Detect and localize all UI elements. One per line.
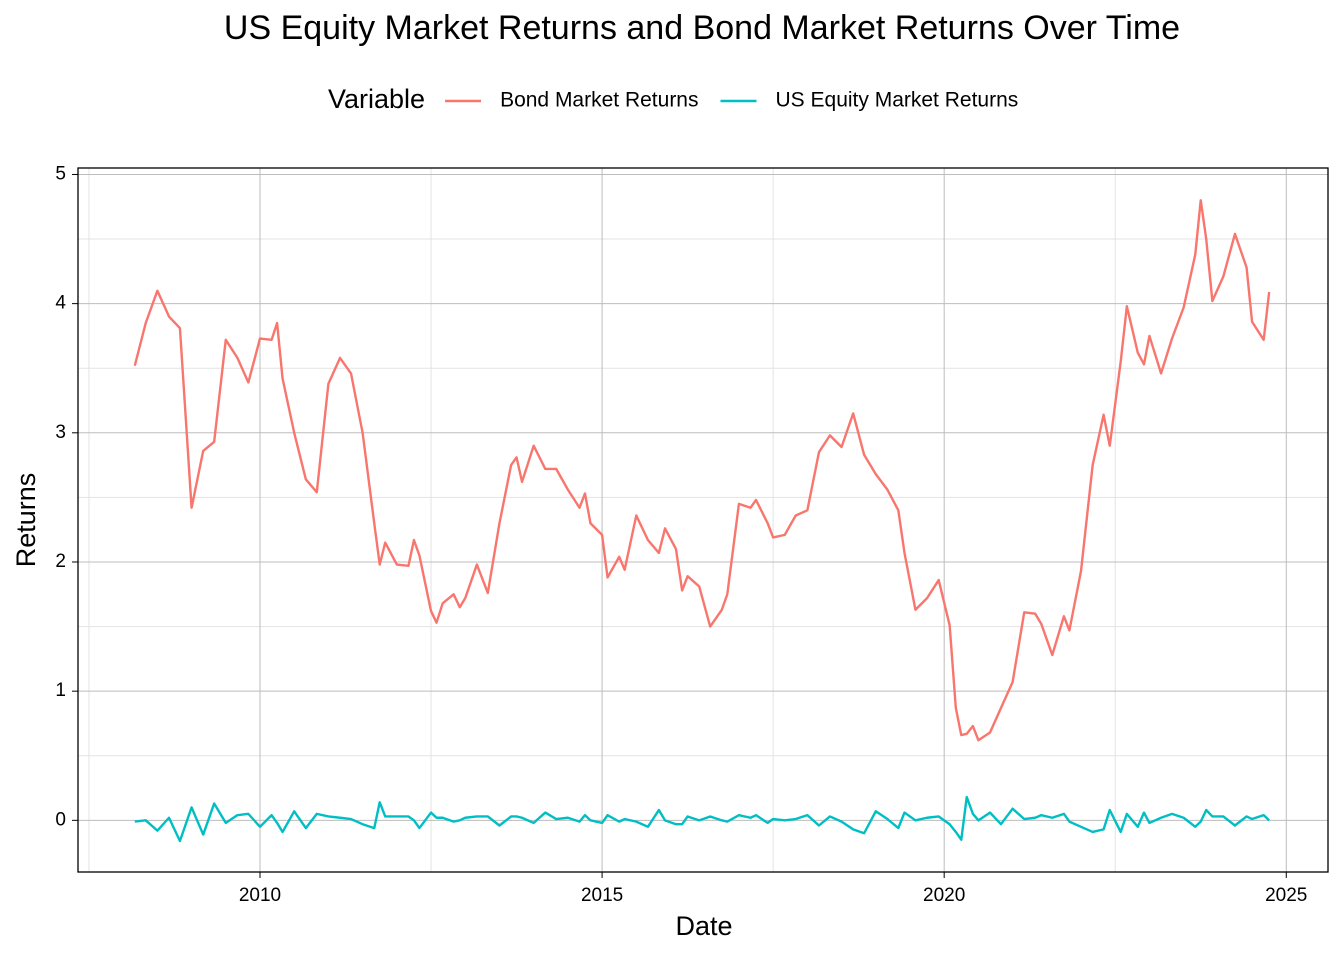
plot-border [77,167,1329,873]
legend-title: Variable [328,84,425,114]
y-tick-label: 3 [55,422,66,443]
y-tick-label: 2 [55,551,66,572]
x-tick-label: 2025 [1265,885,1307,906]
series-line [133,199,1271,742]
series-line [134,795,1270,843]
legend-label: US Equity Market Returns [776,89,1019,112]
y-tick-label: 5 [55,163,66,184]
legend-label: Bond Market Returns [500,89,698,112]
x-tick-label: 2020 [923,885,965,906]
y-axis-label: Returns [11,473,41,568]
y-tick-label: 4 [55,293,66,314]
y-tick-label: 0 [55,809,66,830]
x-tick-label: 2010 [239,885,281,906]
y-tick-label: 1 [55,680,66,701]
x-axis-label: Date [675,911,732,941]
chart-title: US Equity Market Returns and Bond Market… [224,9,1180,47]
legend: Variable Bond Market Returns US Equity Mar… [328,84,1018,114]
x-tick-label: 2015 [581,885,623,906]
